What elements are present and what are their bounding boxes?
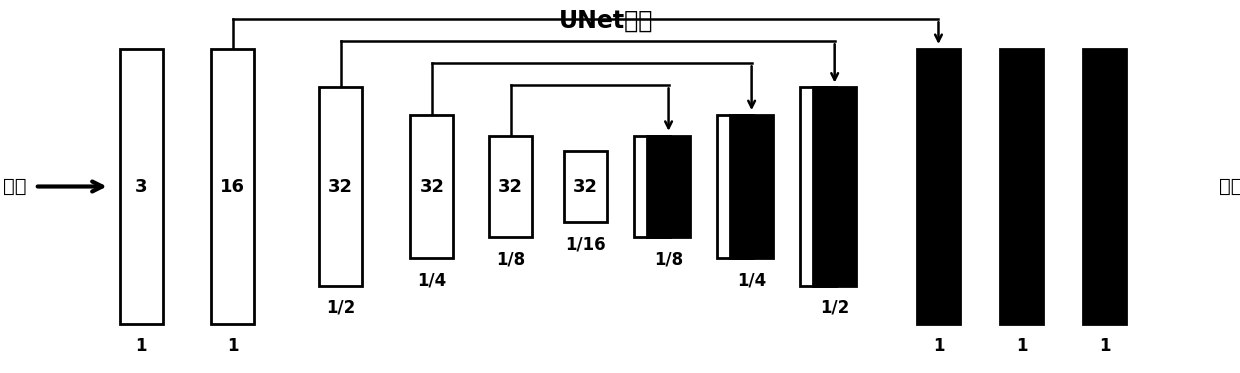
Text: 输入: 输入 bbox=[2, 177, 26, 196]
Text: 1: 1 bbox=[227, 337, 238, 355]
Bar bbox=[730, 115, 774, 258]
Bar bbox=[119, 49, 162, 324]
Bar bbox=[564, 151, 608, 222]
Text: 32: 32 bbox=[498, 178, 523, 195]
Text: 1/2: 1/2 bbox=[326, 298, 355, 317]
Text: 32: 32 bbox=[329, 178, 353, 195]
Bar bbox=[916, 49, 960, 324]
Text: 1/16: 1/16 bbox=[565, 235, 606, 253]
Text: 32: 32 bbox=[573, 178, 598, 195]
Bar bbox=[634, 135, 671, 238]
Bar bbox=[813, 87, 857, 286]
Text: 1/8: 1/8 bbox=[496, 250, 526, 268]
Bar bbox=[319, 87, 362, 286]
Text: 1/4: 1/4 bbox=[737, 271, 766, 289]
Bar bbox=[211, 49, 254, 324]
Text: 1/4: 1/4 bbox=[417, 271, 446, 289]
Text: 1: 1 bbox=[1099, 337, 1110, 355]
Text: 1: 1 bbox=[135, 337, 146, 355]
Bar bbox=[1083, 49, 1126, 324]
Text: 1/2: 1/2 bbox=[820, 298, 849, 317]
Text: 1/8: 1/8 bbox=[653, 250, 683, 268]
Bar bbox=[999, 49, 1043, 324]
Bar bbox=[410, 115, 454, 258]
Text: 16: 16 bbox=[219, 178, 246, 195]
Text: UNet结构: UNet结构 bbox=[559, 8, 653, 32]
Text: 3: 3 bbox=[135, 178, 148, 195]
Text: 1: 1 bbox=[1016, 337, 1027, 355]
Bar bbox=[489, 135, 532, 238]
Bar bbox=[647, 135, 691, 238]
Text: 32: 32 bbox=[419, 178, 444, 195]
Bar bbox=[717, 115, 754, 258]
Bar bbox=[800, 87, 837, 286]
Text: 1: 1 bbox=[932, 337, 944, 355]
Text: 输出: 输出 bbox=[1219, 177, 1240, 196]
